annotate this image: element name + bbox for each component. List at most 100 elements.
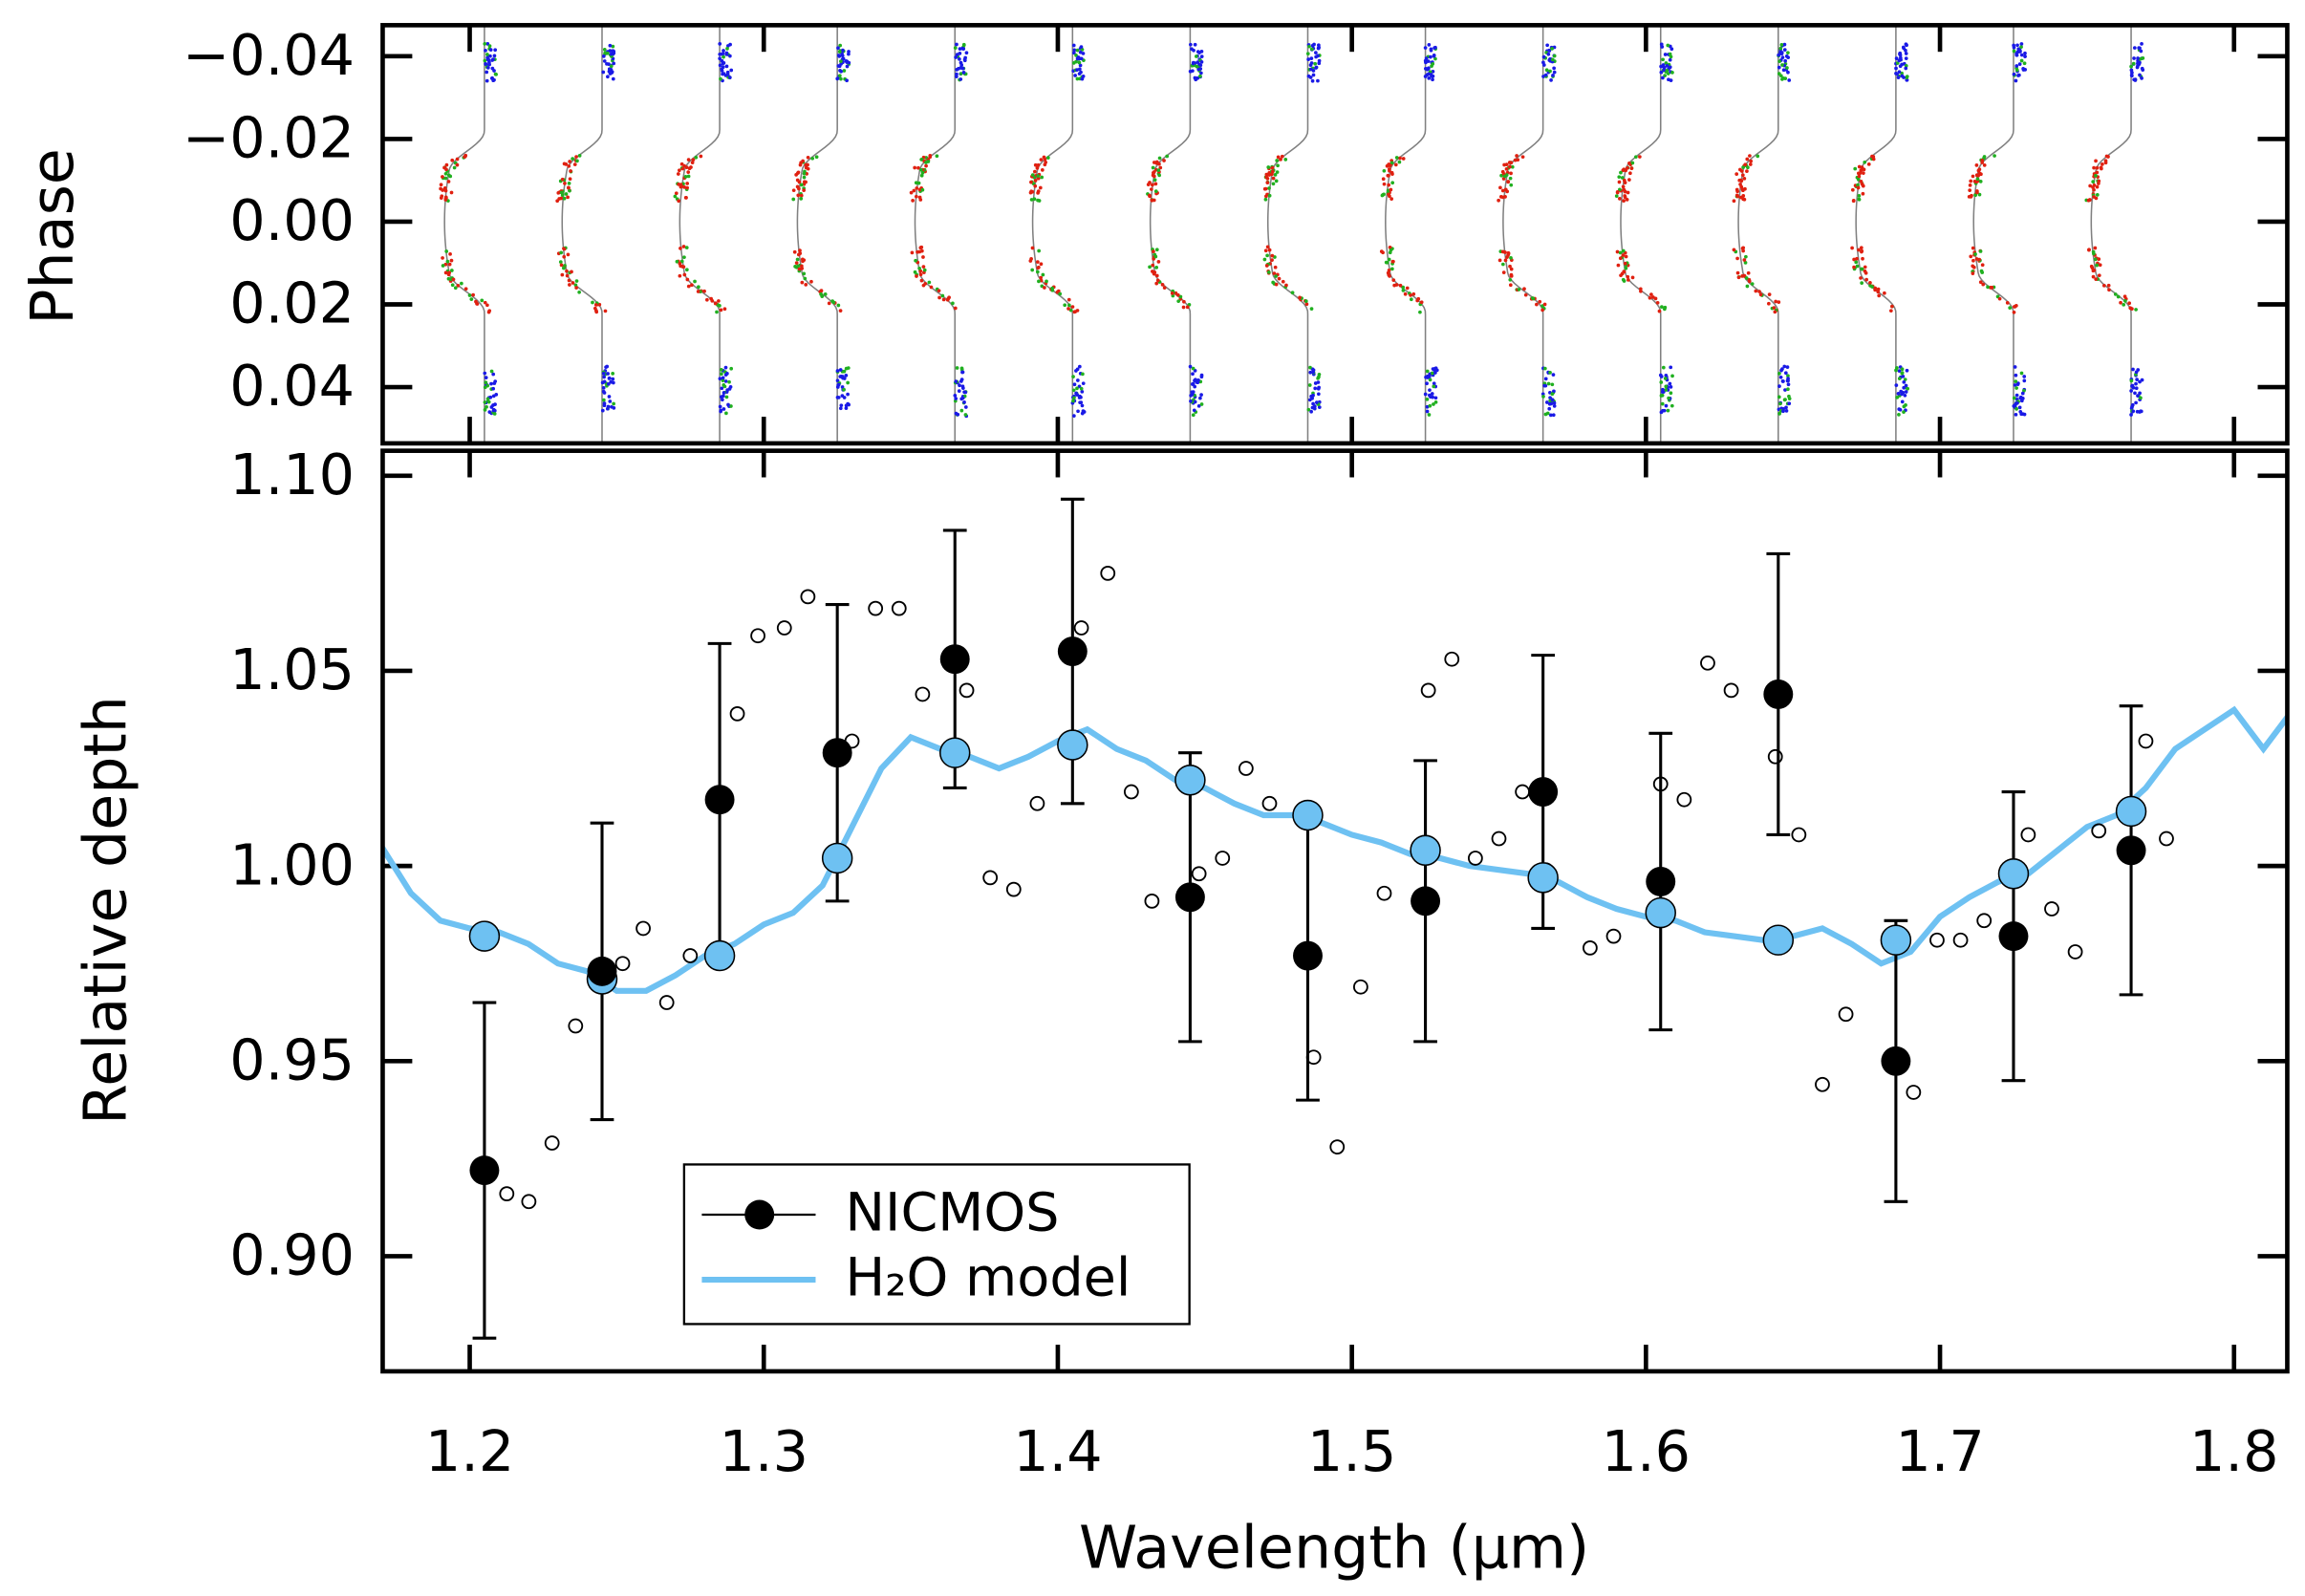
- lightcurve-point: [1780, 367, 1784, 372]
- lightcurve-point: [919, 278, 924, 283]
- lightcurve-point: [1544, 68, 1549, 73]
- lightcurve-point: [2100, 162, 2104, 166]
- lightcurve-point: [493, 402, 497, 406]
- open-point: [2044, 901, 2059, 917]
- lightcurve-point: [697, 285, 700, 290]
- lightcurve-point: [844, 366, 849, 371]
- lightcurve-point: [1185, 305, 1190, 310]
- lightcurve-point: [487, 60, 491, 64]
- lightcurve-point: [571, 157, 574, 161]
- open-point: [1005, 881, 1022, 897]
- lightcurve-point: [1039, 158, 1044, 162]
- lightcurve-point: [1661, 408, 1665, 413]
- lightcurve-point: [1313, 381, 1318, 385]
- lightcurve-point: [955, 72, 959, 76]
- lightcurve-point: [2093, 246, 2098, 250]
- lightcurve-point: [718, 63, 722, 68]
- lightcurve-point: [1618, 197, 1622, 201]
- lightcurve-point: [1416, 296, 1421, 301]
- lightcurve-point: [953, 394, 958, 398]
- lightcurve-point: [1152, 174, 1156, 179]
- lightcurve-point: [729, 404, 733, 408]
- lightcurve-point: [1655, 300, 1660, 305]
- lightcurve-point: [1272, 271, 1277, 275]
- model-bin: [1880, 924, 1912, 956]
- lightcurve-point: [600, 408, 605, 413]
- lightcurve-point: [1894, 383, 1899, 387]
- lightcurve-point: [1871, 155, 1876, 159]
- model-bin: [939, 737, 971, 768]
- lightcurve-point: [1501, 270, 1506, 274]
- lightcurve-point: [1317, 61, 1322, 66]
- lightcurve-point: [612, 61, 616, 66]
- lightcurve-point: [1530, 296, 1535, 300]
- lightcurve-point: [927, 280, 932, 285]
- lightcurve-point: [1071, 388, 1076, 393]
- lightcurve-point: [1782, 364, 1787, 369]
- lightcurve-point: [1743, 260, 1748, 265]
- lightcurve-point: [1786, 387, 1790, 392]
- lightcurve-point: [1546, 381, 1551, 386]
- lightcurve-point: [602, 59, 607, 63]
- lightcurve-point: [1310, 78, 1315, 83]
- lightcurve-point: [492, 54, 497, 58]
- lightcurve-point: [1063, 303, 1067, 308]
- lightcurve-point: [1657, 309, 1662, 313]
- lightcurve-point: [483, 400, 487, 404]
- open-point: [1767, 748, 1783, 765]
- lightcurve-point: [444, 162, 449, 167]
- lightcurve-point: [1979, 269, 1984, 273]
- lightcurve-point: [1745, 169, 1749, 173]
- lightcurve-point: [1080, 76, 1085, 81]
- lightcurve-point: [611, 44, 615, 49]
- lightcurve-point: [1660, 305, 1664, 309]
- lightcurve-point: [959, 366, 964, 371]
- lightcurve-point: [1859, 246, 1863, 250]
- lightcurve-point: [2092, 187, 2096, 192]
- lightcurve-point: [686, 284, 691, 289]
- lightcurve-point: [1638, 287, 1643, 291]
- lightcurve-point: [574, 286, 578, 290]
- lightcurve-point: [1504, 166, 1509, 171]
- lightcurve-point: [796, 170, 801, 175]
- lightcurve-point: [1077, 67, 1082, 72]
- lightcurve-point: [1732, 248, 1736, 252]
- lightcurve-point: [441, 175, 444, 179]
- lightcurve-point: [1270, 169, 1275, 174]
- lightcurve-point: [718, 404, 722, 409]
- lightcurve-point: [1897, 70, 1902, 75]
- model-bin: [1762, 924, 1795, 956]
- lightcurve-point: [480, 298, 485, 303]
- lightcurve-point: [1392, 283, 1396, 288]
- lightcurve-point: [1075, 386, 1079, 391]
- lightcurve-point: [1181, 305, 1186, 310]
- lightcurve-column: [1379, 42, 1439, 417]
- lightcurve-point: [2094, 159, 2098, 163]
- lightcurve-point: [1543, 73, 1548, 77]
- lightcurve-point: [1304, 302, 1309, 307]
- lightcurve-point: [1895, 61, 1900, 65]
- lightcurve-point: [1266, 165, 1271, 169]
- lightcurve-point: [487, 410, 492, 414]
- lightcurve-point: [913, 165, 917, 170]
- lightcurve-point: [444, 196, 448, 201]
- lightcurve-point: [1888, 309, 1893, 313]
- lightcurve-point: [836, 46, 840, 51]
- lightcurve-point: [1973, 252, 1977, 256]
- lightcurve-point: [439, 183, 443, 187]
- lightcurve-point: [1153, 189, 1158, 193]
- lightcurve-point: [719, 368, 723, 372]
- lightcurve-point: [1148, 265, 1152, 270]
- lightcurve-point: [957, 66, 960, 71]
- open-point: [1952, 932, 1969, 948]
- lightcurve-point: [2022, 378, 2027, 383]
- lightcurve-point: [1311, 73, 1316, 77]
- lightcurve-point: [1749, 159, 1754, 163]
- lightcurve-point: [1777, 65, 1781, 70]
- lightcurve-point: [722, 384, 727, 389]
- lightcurve-point: [489, 369, 494, 374]
- lightcurve-point: [1993, 154, 1996, 158]
- model-line: [382, 705, 2288, 994]
- lightcurve-point: [1431, 371, 1434, 376]
- lightcurve-point: [485, 53, 489, 56]
